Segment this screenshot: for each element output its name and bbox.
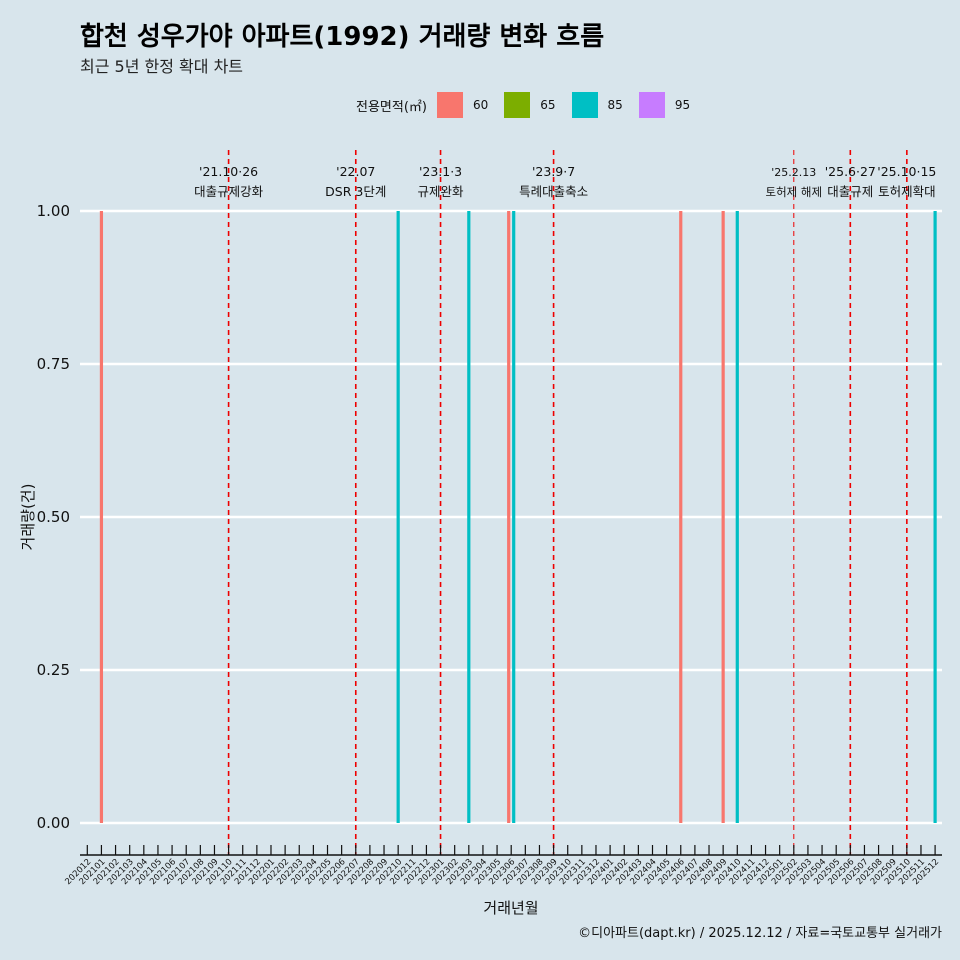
event-label: 대출규제강화 bbox=[194, 184, 264, 199]
bar-202210-85 bbox=[396, 211, 400, 823]
event-label: DSR 3단계 bbox=[325, 184, 386, 199]
bar-202409-60 bbox=[721, 211, 725, 823]
bar-202410-85 bbox=[735, 211, 739, 823]
event-date: '25.10·15 bbox=[877, 164, 936, 179]
legend-label-65: 65 bbox=[540, 98, 556, 112]
chart-title: 합천 성우가야 아파트(1992) 거래량 변화 흐름 bbox=[80, 22, 605, 52]
y-tick-label: 1.00 bbox=[37, 202, 70, 220]
legend-swatch-65 bbox=[504, 92, 531, 118]
y-axis-title: 거래량(건) bbox=[19, 484, 37, 551]
event-date: '23.9·7 bbox=[532, 164, 575, 179]
event-date: '25.2.13 bbox=[771, 166, 816, 179]
legend-label-85: 85 bbox=[607, 98, 623, 112]
event-label: 특례대출축소 bbox=[519, 184, 588, 199]
legend-swatch-60 bbox=[436, 92, 463, 118]
legend-swatch-85 bbox=[571, 92, 598, 118]
event-label: 규제완화 bbox=[418, 184, 465, 199]
event-date: '25.6·27 bbox=[825, 164, 876, 179]
legend-swatch-95 bbox=[638, 92, 665, 118]
legend: 전용면적(㎡) 60 65 85 95 bbox=[356, 92, 706, 118]
bar-202306-85 bbox=[512, 211, 516, 823]
y-tick-label: 0.00 bbox=[37, 814, 70, 832]
y-tick-label: 0.75 bbox=[37, 355, 70, 373]
y-tick-label: 0.50 bbox=[37, 508, 70, 526]
caption: ©디아파트(dapt.kr) / 2025.12.12 / 자료=국토교통부 실… bbox=[578, 926, 942, 941]
legend-label-60: 60 bbox=[472, 98, 489, 112]
event-label: 토허제확대 bbox=[878, 184, 936, 199]
bar-202406-60 bbox=[679, 211, 683, 823]
chart-subtitle: 최근 5년 한정 확대 차트 bbox=[80, 57, 244, 76]
event-label: 토허제 해제 bbox=[766, 185, 823, 199]
bar-202303-85 bbox=[467, 211, 471, 823]
event-date: '22.07 bbox=[336, 164, 375, 179]
x-axis-title: 거래년월 bbox=[483, 899, 538, 917]
event-date: '23.1·3 bbox=[419, 164, 462, 179]
event-date: '21.10·26 bbox=[199, 164, 258, 179]
legend-label-95: 95 bbox=[674, 98, 691, 112]
event-label: 대출규제 bbox=[827, 184, 873, 199]
y-tick-label: 0.25 bbox=[37, 661, 70, 679]
bar-202306-60 bbox=[507, 211, 511, 823]
bar-202101-60 bbox=[99, 211, 104, 823]
legend-title: 전용면적(㎡) bbox=[356, 99, 427, 115]
bar-202512-85 bbox=[933, 211, 937, 823]
